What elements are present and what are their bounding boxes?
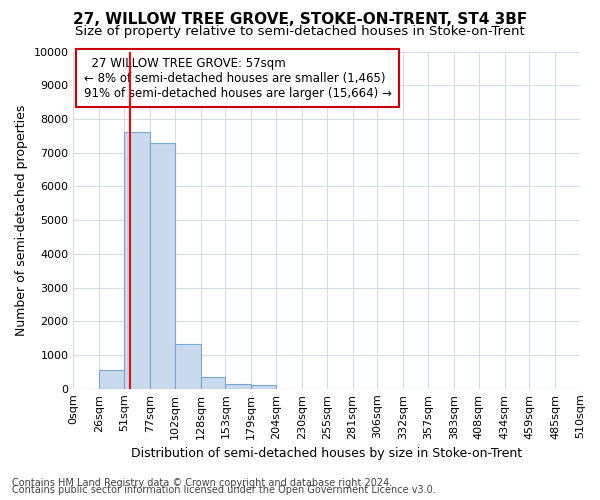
Text: 27, WILLOW TREE GROVE, STOKE-ON-TRENT, ST4 3BF: 27, WILLOW TREE GROVE, STOKE-ON-TRENT, S… (73, 12, 527, 28)
Text: Contains public sector information licensed under the Open Government Licence v3: Contains public sector information licen… (12, 485, 436, 495)
Text: Size of property relative to semi-detached houses in Stoke-on-Trent: Size of property relative to semi-detach… (75, 25, 525, 38)
Bar (150, 143, 175, 389)
Bar (200, 377, 226, 389)
Y-axis label: Number of semi-detached properties: Number of semi-detached properties (15, 104, 28, 336)
X-axis label: Distribution of semi-detached houses by size in Stoke-on-Trent: Distribution of semi-detached houses by … (131, 447, 522, 460)
Bar (99, 370, 124, 389)
Bar (124, 132, 150, 389)
Text: 27 WILLOW TREE GROVE: 57sqm
← 8% of semi-detached houses are smaller (1,465)
91%: 27 WILLOW TREE GROVE: 57sqm ← 8% of semi… (83, 56, 391, 100)
Bar (226, 384, 251, 389)
Text: Contains HM Land Registry data © Crown copyright and database right 2024.: Contains HM Land Registry data © Crown c… (12, 478, 392, 488)
Bar (175, 344, 200, 389)
Bar (251, 385, 276, 389)
